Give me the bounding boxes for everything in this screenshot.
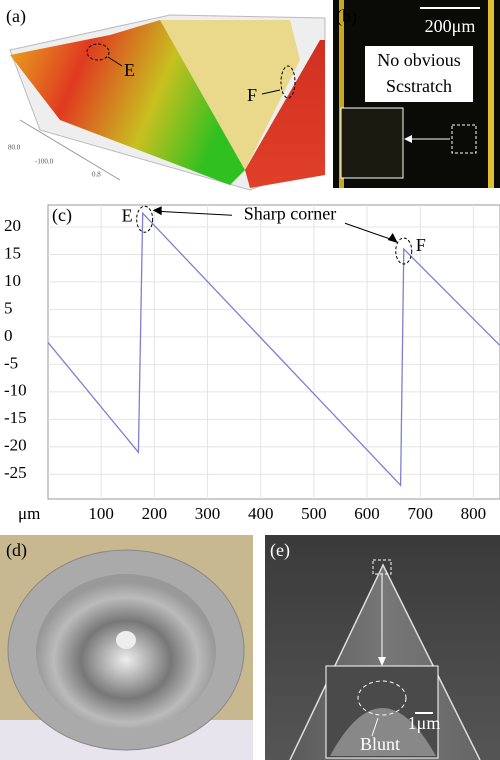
note-box bbox=[365, 46, 473, 102]
region bbox=[451, 124, 477, 154]
inset bbox=[340, 107, 404, 179]
disk bbox=[36, 574, 216, 730]
arrow-head bbox=[387, 232, 398, 243]
x-tick-label: 100 bbox=[88, 504, 114, 523]
panel-c: (c) 20 15 10 5 0 -5 -10 -15 -20 -25 100 200 300 400 50… bbox=[4, 203, 500, 523]
panel-e: (e) 1μm Blunt bbox=[265, 535, 500, 760]
note: Blunt bbox=[360, 734, 400, 754]
annotation: Sharp corner bbox=[244, 203, 336, 223]
axis-label: 0.8 bbox=[92, 171, 101, 179]
arrow bbox=[261, 89, 281, 95]
edge bbox=[339, 0, 344, 188]
data-line bbox=[47, 211, 500, 487]
panel-label: (d) bbox=[6, 540, 27, 561]
y-tick-label: -25 bbox=[4, 463, 27, 482]
y-tick-label: 5 bbox=[4, 298, 13, 317]
marker-label: E bbox=[124, 60, 135, 80]
x-tick-label: 600 bbox=[354, 504, 380, 523]
panel-label: (a) bbox=[6, 6, 26, 27]
marker bbox=[86, 43, 110, 61]
x-tick-label: 300 bbox=[195, 504, 221, 523]
x-tick-label: 400 bbox=[248, 504, 274, 523]
hole bbox=[116, 631, 136, 649]
note: No obvious bbox=[377, 50, 461, 70]
tip bbox=[330, 708, 436, 756]
panel-a: (a) E F 80.0 -100.0 0.8 bbox=[6, 6, 326, 191]
marker bbox=[357, 680, 407, 716]
y-tick-label: 0 bbox=[4, 326, 13, 345]
marker bbox=[395, 237, 413, 265]
x-tick-label: 500 bbox=[301, 504, 327, 523]
y-tick-label: 20 bbox=[4, 216, 21, 235]
x-tick-label: 200 bbox=[142, 504, 168, 523]
axis-label: -100.0 bbox=[35, 158, 54, 166]
scale-text: 1μm bbox=[408, 713, 441, 733]
arrow bbox=[344, 222, 396, 242]
arrow-head bbox=[404, 135, 412, 143]
y-tick-label: -20 bbox=[4, 436, 27, 455]
arrow bbox=[156, 210, 233, 216]
y-tick-label: -10 bbox=[4, 381, 27, 400]
scale-text: 200μm bbox=[425, 16, 476, 36]
edge bbox=[488, 0, 494, 188]
y-tick-label: 10 bbox=[4, 271, 21, 290]
panel-label: (e) bbox=[270, 540, 290, 561]
y-tick-label: 15 bbox=[4, 243, 21, 262]
panel-d: (d) bbox=[0, 535, 253, 760]
y-tick-label: -5 bbox=[4, 353, 18, 372]
axis bbox=[19, 119, 121, 181]
y-tick-label: -15 bbox=[4, 408, 27, 427]
x-axis-label: μm bbox=[18, 504, 40, 523]
x-tick-label: 800 bbox=[461, 504, 487, 523]
arrow-head bbox=[378, 657, 386, 666]
panel-label: (b) bbox=[336, 6, 357, 27]
marker-label: F bbox=[247, 85, 257, 105]
panel-label: (c) bbox=[52, 205, 72, 226]
arrow bbox=[371, 717, 379, 737]
arrow bbox=[107, 56, 123, 67]
x-tick-label: 700 bbox=[407, 504, 433, 523]
arrow-head bbox=[152, 206, 162, 216]
marker bbox=[136, 205, 154, 233]
surface bbox=[160, 20, 300, 170]
edge bbox=[289, 563, 481, 760]
panel-b: (b) 200μm No obvious Scstratch bbox=[333, 0, 500, 188]
marker bbox=[280, 65, 296, 99]
axis-label: 80.0 bbox=[8, 144, 21, 152]
annotation: F bbox=[416, 235, 426, 255]
annotation: E bbox=[122, 205, 133, 225]
surface bbox=[245, 40, 325, 188]
note: Scstratch bbox=[386, 76, 452, 96]
surface bbox=[10, 20, 245, 185]
